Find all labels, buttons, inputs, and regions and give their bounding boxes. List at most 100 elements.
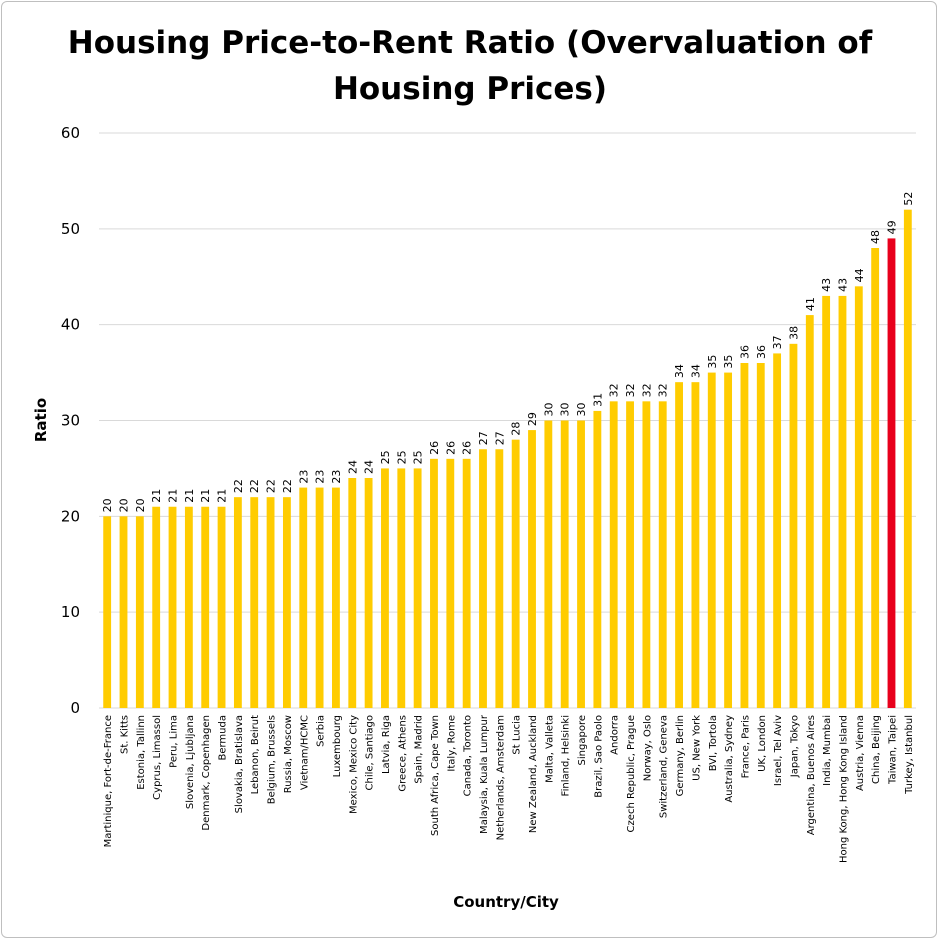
- data-label: 48: [869, 230, 882, 244]
- bar: [119, 516, 128, 708]
- bar: [397, 468, 406, 708]
- x-tick-label: Slovakia, Bratislava: [234, 715, 245, 813]
- y-tick-label: 40: [61, 316, 80, 334]
- x-tick-label: US, New York: [691, 715, 702, 781]
- bars: [103, 209, 912, 708]
- bar: [217, 506, 226, 708]
- data-label: 43: [820, 278, 833, 292]
- bar: [593, 410, 602, 708]
- x-tick-label: Australia, Sydney: [724, 715, 735, 803]
- bar: [511, 439, 520, 708]
- y-axis-ticks: 0 10 20 30 40 50 60: [61, 124, 80, 717]
- y-tick-label: 10: [61, 603, 80, 621]
- bar: [544, 420, 553, 708]
- data-label: 35: [722, 355, 735, 369]
- bar: [626, 401, 634, 708]
- bar: [103, 516, 112, 708]
- bar: [250, 497, 259, 708]
- bar: [282, 497, 291, 708]
- x-tick-label: Belgium, Brussels: [267, 715, 278, 804]
- data-label: 34: [689, 364, 702, 378]
- data-label: 30: [575, 403, 588, 417]
- x-tick-label: Peru, Lima: [169, 715, 180, 768]
- x-tick-label: Germany, Berlin: [675, 715, 686, 796]
- bar: [691, 382, 700, 708]
- bar: [135, 516, 144, 708]
- data-label: 22: [281, 479, 294, 493]
- bar: [430, 458, 438, 708]
- x-tick-label: UK, London: [757, 715, 768, 772]
- data-label: 36: [738, 345, 751, 359]
- y-tick-label: 60: [61, 124, 80, 142]
- data-label: 21: [167, 489, 180, 503]
- bar: [724, 372, 733, 708]
- bar: [266, 497, 275, 708]
- x-tick-label: Denmark, Copenhagen: [201, 715, 212, 831]
- bar: [642, 401, 651, 708]
- bar: [740, 363, 749, 708]
- data-label: 23: [297, 470, 310, 484]
- x-tick-label: Singapore: [577, 715, 588, 765]
- bar: [805, 315, 814, 708]
- data-label: 21: [216, 489, 229, 503]
- data-label: 32: [640, 383, 653, 397]
- data-label: 26: [461, 441, 474, 455]
- bar: [184, 506, 193, 708]
- data-label: 36: [755, 345, 768, 359]
- bar: [756, 363, 765, 708]
- x-tick-label: Argentina, Buenos Aires: [806, 715, 817, 835]
- y-tick-label: 50: [61, 220, 80, 238]
- bar: [707, 372, 716, 708]
- data-label: 24: [346, 460, 359, 474]
- bar: [479, 449, 487, 708]
- x-tick-label: Hong Kong, Hong Kong Island: [838, 715, 849, 863]
- x-tick-label: Czech Republic, Prague: [626, 715, 637, 832]
- x-tick-label: Finland, Helsinki: [561, 715, 572, 796]
- x-tick-label: BVI, Tortola: [708, 715, 719, 771]
- x-tick-label: Spain, Madrid: [414, 715, 425, 784]
- bar: [299, 487, 308, 708]
- data-label: 35: [706, 355, 719, 369]
- data-label: 38: [787, 326, 800, 340]
- bar: [413, 468, 422, 708]
- data-label: 21: [183, 489, 196, 503]
- x-tick-label: Netherlands, Amsterdam: [495, 715, 506, 840]
- bar: [854, 286, 863, 708]
- data-label: 27: [493, 431, 506, 445]
- bar: [675, 382, 683, 708]
- x-tick-label: France, Paris: [740, 715, 751, 778]
- bar: [528, 430, 536, 708]
- bar: [381, 468, 389, 708]
- data-label: 49: [885, 220, 898, 234]
- data-label: 34: [673, 364, 686, 378]
- x-tick-label: Turkey, Istanbul: [904, 715, 915, 795]
- x-tick-label: Taiwan, Taipei: [887, 715, 898, 785]
- data-label: 22: [248, 479, 261, 493]
- y-tick-label: 20: [61, 507, 80, 525]
- data-label: 20: [134, 498, 147, 512]
- data-label: 22: [265, 479, 278, 493]
- bar: [560, 420, 569, 708]
- data-label: 43: [836, 278, 849, 292]
- bar: [495, 449, 504, 708]
- x-tick-label: New Zealand, Auckland: [528, 715, 539, 833]
- data-label: 25: [379, 450, 392, 464]
- x-tick-label: Cyprus, Limassol: [152, 715, 163, 800]
- x-tick-label: Brazil, Sao Paolo: [593, 715, 604, 798]
- x-tick-label: Chile, Santiago: [365, 715, 376, 791]
- data-label: 29: [526, 412, 539, 426]
- x-tick-label: Switzerland, Geneva: [659, 715, 670, 818]
- x-tick-label: Norway, Oslo: [642, 715, 653, 781]
- bar: [658, 401, 667, 708]
- bar: [201, 506, 210, 708]
- x-tick-label: Slovenia, Ljubljana: [185, 715, 196, 809]
- bar: [838, 295, 847, 708]
- y-tick-label: 30: [61, 412, 80, 430]
- data-label: 44: [853, 268, 866, 282]
- x-tick-label: India, Mumbai: [822, 715, 833, 786]
- bar: [446, 458, 455, 708]
- data-label: 41: [804, 297, 817, 311]
- x-tick-label: Serbia: [316, 715, 327, 747]
- x-tick-label: Greece, Athens: [397, 715, 408, 792]
